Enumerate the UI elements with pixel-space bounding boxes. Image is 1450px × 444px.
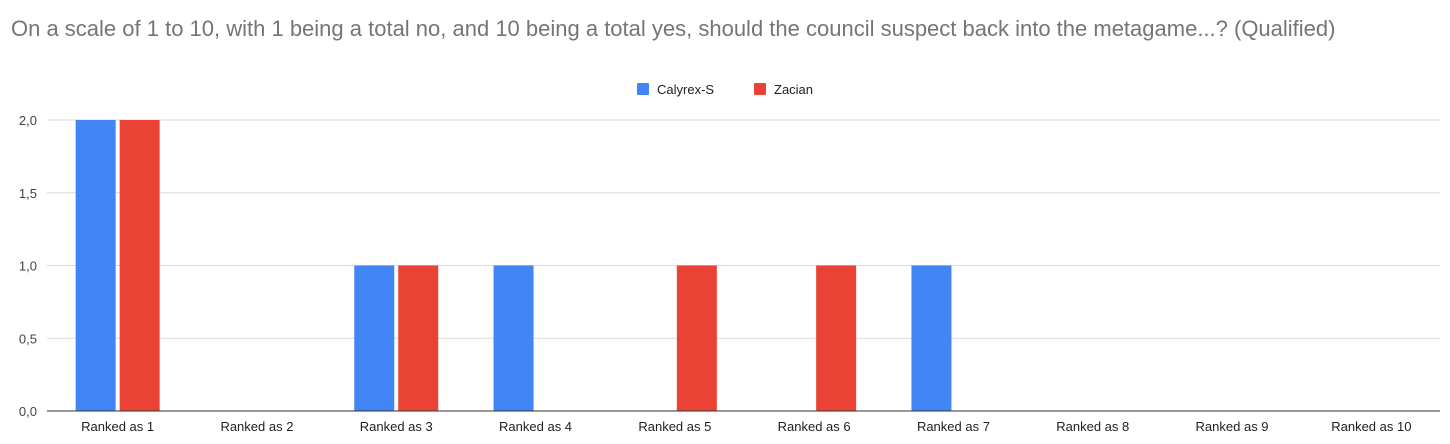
bar-zacian — [676, 265, 717, 411]
x-tick-label: Ranked as 3 — [360, 419, 433, 434]
x-tick-label: Ranked as 2 — [220, 419, 293, 434]
bar-calyrex-s — [911, 265, 952, 411]
bar-zacian — [398, 265, 439, 411]
legend-swatch — [754, 83, 766, 95]
y-tick-label: 1,5 — [19, 186, 37, 201]
x-tick-label: Ranked as 10 — [1331, 419, 1411, 434]
x-tick-label: Ranked as 9 — [1196, 419, 1269, 434]
x-tick-label: Ranked as 1 — [81, 419, 154, 434]
chart-title: On a scale of 1 to 10, with 1 being a to… — [11, 16, 1336, 41]
x-tick-label: Ranked as 4 — [499, 419, 572, 434]
y-tick-label: 2,0 — [19, 113, 37, 128]
legend-label: Calyrex-S — [657, 82, 714, 97]
bar-zacian — [816, 265, 857, 411]
bar-calyrex-s — [354, 265, 395, 411]
y-tick-label: 1,0 — [19, 259, 37, 274]
bar-calyrex-s — [75, 120, 116, 411]
x-tick-label: Ranked as 7 — [917, 419, 990, 434]
x-tick-label: Ranked as 5 — [638, 419, 711, 434]
y-tick-label: 0,5 — [19, 331, 37, 346]
bar-calyrex-s — [493, 265, 534, 411]
legend-swatch — [637, 83, 649, 95]
x-tick-label: Ranked as 8 — [1056, 419, 1129, 434]
y-tick-label: 0,0 — [19, 404, 37, 419]
legend-label: Zacian — [774, 82, 813, 97]
bar-zacian — [119, 120, 160, 411]
x-tick-label: Ranked as 6 — [778, 419, 851, 434]
